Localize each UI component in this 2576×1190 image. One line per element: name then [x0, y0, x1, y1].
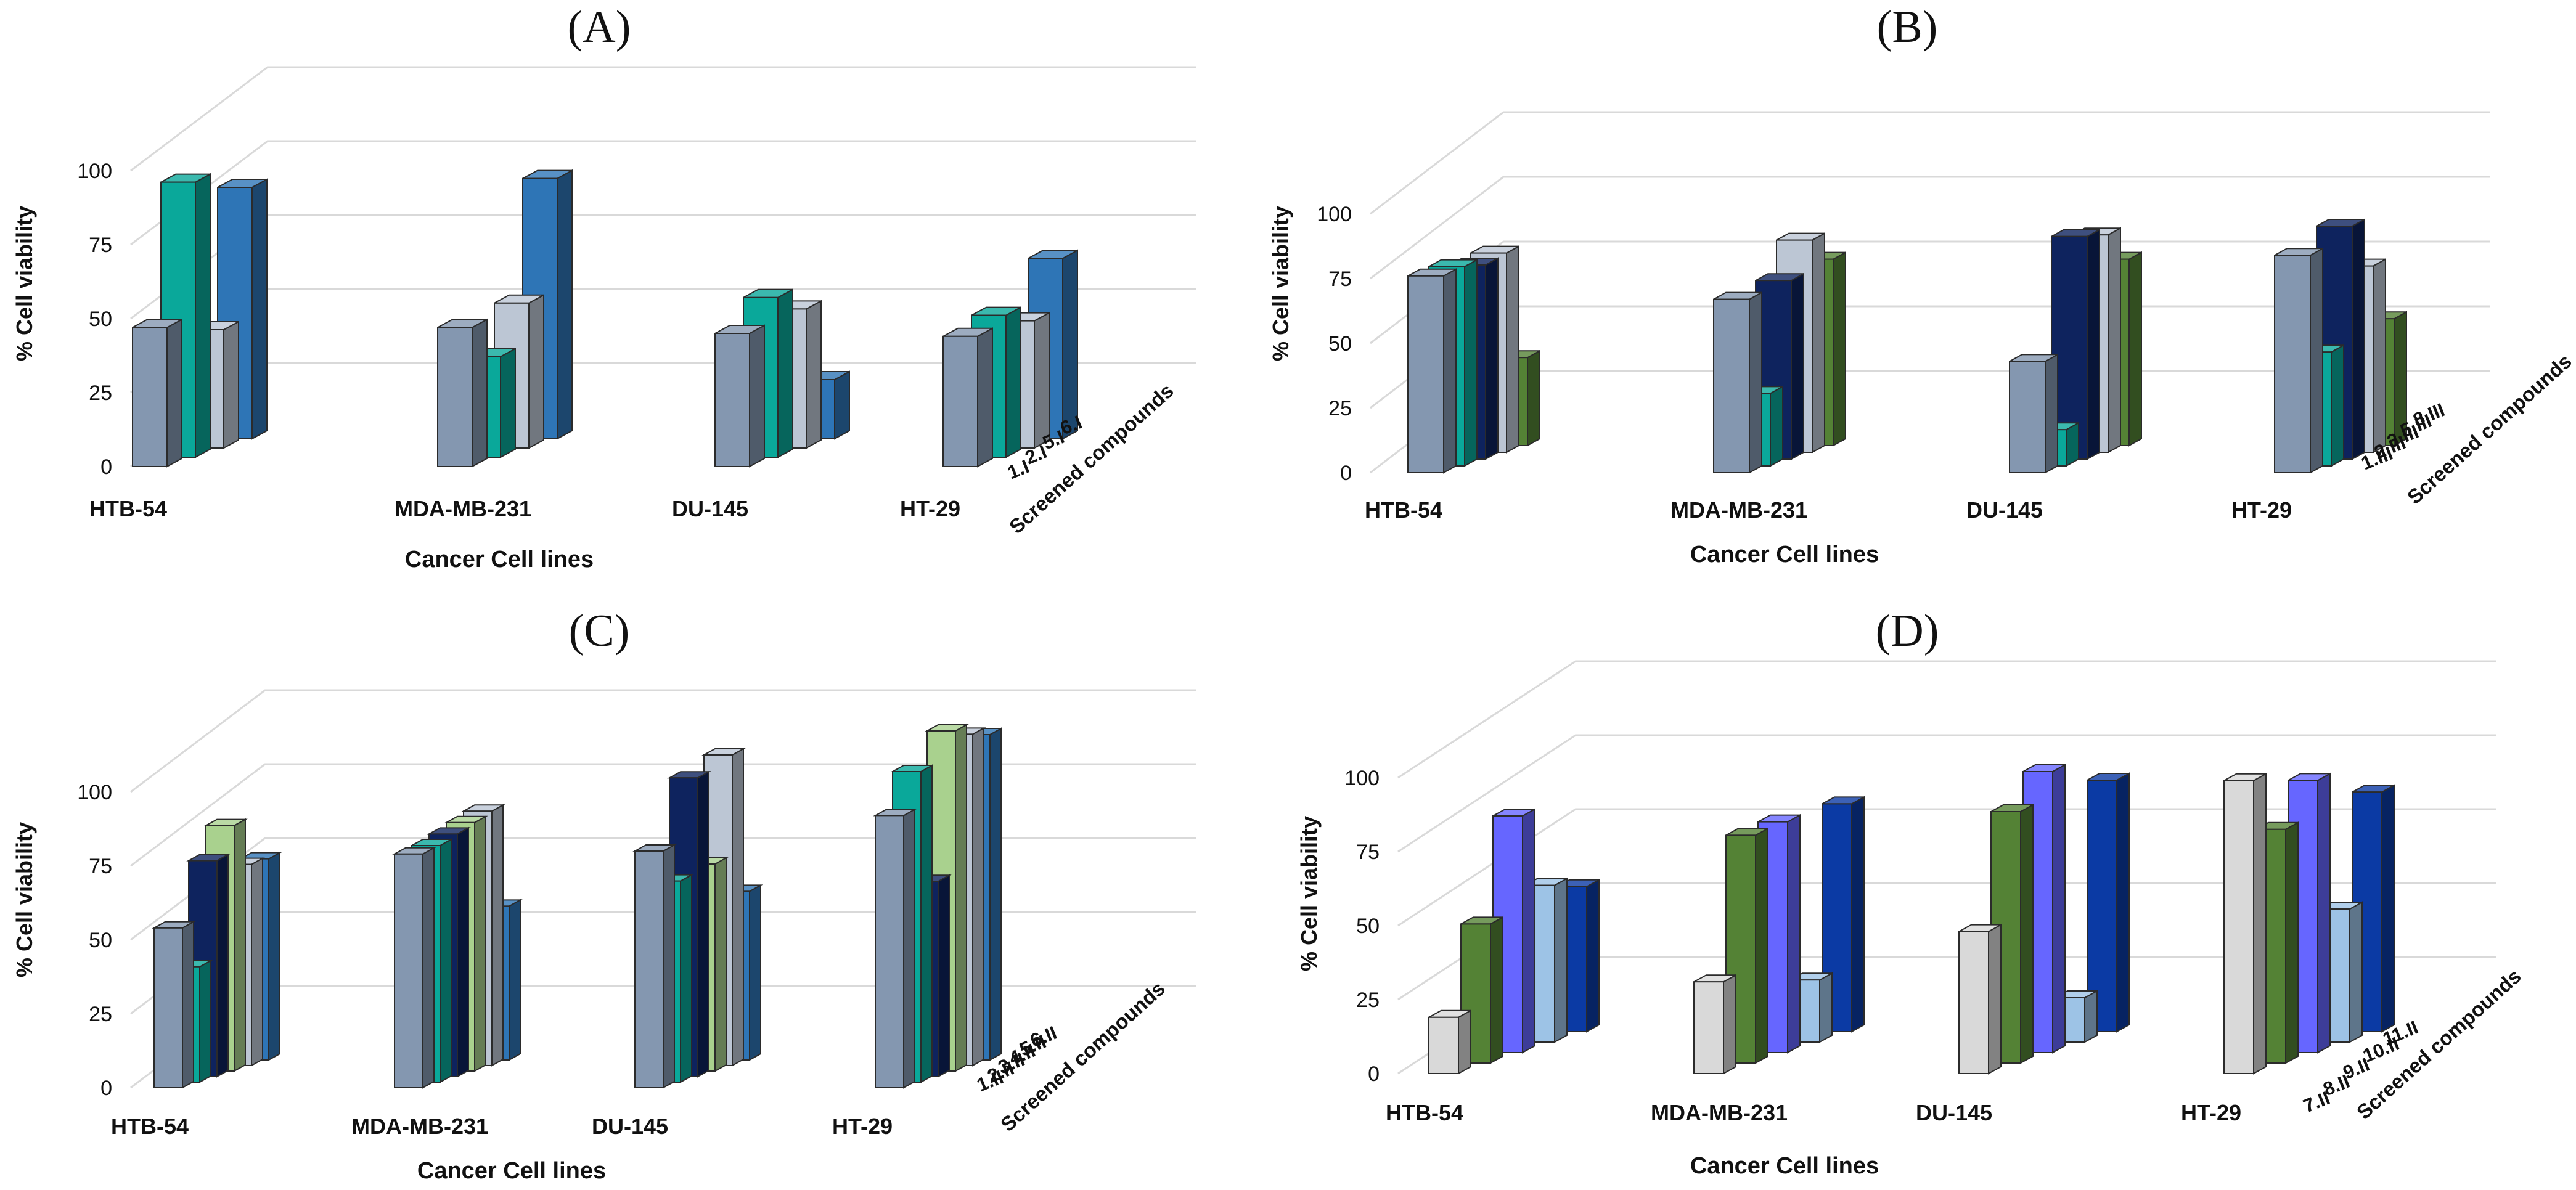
bars — [132, 169, 1078, 468]
y-axis-title: % Cell viability — [1268, 206, 1293, 361]
bar-1.III-DU-145 — [2009, 353, 2058, 474]
bar-1.II-MDA-MB-231 — [392, 847, 436, 1089]
y-tick-label: 100 — [1317, 203, 1352, 226]
category-labels: HTB-54 MDA-MB-231 DU-145 HT-29 — [1365, 497, 2292, 523]
category-label: MDA-MB-231 — [395, 496, 531, 521]
bars — [152, 723, 1004, 1089]
y-axis-ticks: 0 25 50 75 100 — [77, 781, 112, 1100]
y-tick-label: 75 — [1328, 267, 1352, 291]
category-label: HT-29 — [900, 496, 960, 521]
y-tick-label: 25 — [1356, 988, 1380, 1012]
category-label: HT-29 — [832, 1114, 893, 1139]
panel-title: (C) — [569, 606, 630, 656]
category-label: HT-29 — [2181, 1100, 2241, 1125]
gridline — [130, 140, 1196, 246]
gridline — [130, 689, 1196, 793]
y-axis-title: % Cell viability — [1296, 816, 1322, 971]
category-label: HT-29 — [2231, 497, 2292, 523]
y-axis-title: % Cell viability — [12, 822, 37, 977]
category-label: DU-145 — [672, 496, 748, 521]
y-tick-label: 50 — [89, 308, 112, 331]
category-label: HTB-54 — [89, 496, 167, 521]
y-tick-label: 0 — [100, 1077, 112, 1100]
gridline — [1397, 808, 2496, 927]
gridline — [1397, 660, 2496, 779]
y-tick-label: 50 — [1356, 915, 1380, 938]
gridline — [1370, 176, 2490, 280]
y-axis-title: % Cell viability — [12, 206, 37, 361]
bar-11.II-MDA-MB-231 — [1822, 796, 1865, 1033]
gridline — [1397, 734, 2496, 853]
y-tick-label: 75 — [89, 855, 112, 878]
category-label: MDA-MB-231 — [351, 1114, 488, 1139]
y-axis-ticks: 0 25 50 75 100 — [1317, 203, 1352, 485]
y-tick-label: 25 — [89, 1003, 112, 1026]
bar-7.II-MDA-MB-231 — [1693, 974, 1736, 1075]
y-axis-ticks: 0 25 50 75 100 — [1344, 767, 1380, 1086]
bar-1.II-HTB-54 — [152, 921, 196, 1089]
category-label: DU-145 — [1916, 1100, 1992, 1125]
bar-7.II-DU-145 — [1958, 923, 2002, 1075]
bar-1.I-HT-29 — [942, 327, 993, 468]
y-tick-label: 100 — [1344, 767, 1380, 790]
gridline — [130, 66, 1196, 172]
panel-d: (D) 0 25 50 75 100 HTB-54 MDA-MB-231 DU-145 HT-29… — [1296, 606, 2525, 1179]
gridline — [1370, 111, 2490, 215]
bars — [1428, 764, 2395, 1075]
y-tick-label: 25 — [1328, 397, 1352, 420]
bars — [1407, 218, 2407, 474]
y-tick-label: 100 — [77, 160, 112, 183]
bar-11.II-DU-145 — [2087, 772, 2130, 1033]
panel-b: (B) 0 25 50 75 100 HTB-54 MDA-MB-231 DU-145 HT-29… — [1268, 2, 2576, 568]
panel-title: (D) — [1876, 606, 1939, 656]
y-tick-label: 0 — [1340, 462, 1352, 485]
category-label: DU-145 — [592, 1114, 668, 1139]
bar-7.II-HT-29 — [2223, 773, 2267, 1075]
category-labels: HTB-54 MDA-MB-231 DU-145 HT-29 — [111, 1114, 893, 1139]
panel-title: (A) — [568, 2, 631, 52]
y-tick-label: 75 — [89, 234, 112, 257]
y-tick-label: 75 — [1356, 841, 1380, 864]
y-tick-label: 0 — [1368, 1062, 1380, 1086]
y-tick-label: 25 — [89, 381, 112, 405]
bar-1.I-HTB-54 — [132, 318, 182, 468]
bar-1.I-DU-145 — [714, 324, 765, 468]
series-label: 8.III — [2410, 399, 2448, 431]
y-tick-label: 0 — [100, 455, 112, 479]
category-labels: HTB-54 MDA-MB-231 DU-145 HT-29 — [89, 496, 960, 521]
bar-7.II-HTB-54 — [1428, 1009, 1471, 1075]
panel-a: (A) 0 25 50 75 100 HTB-54 MDA-MB-231 DU-145 HT-29… — [12, 2, 1196, 573]
bar-1.III-HTB-54 — [1407, 268, 1457, 474]
bar-1.III-MDA-MB-231 — [1713, 291, 1762, 474]
category-label: HTB-54 — [111, 1114, 189, 1139]
bar-8.II-HTB-54 — [1460, 916, 1503, 1064]
x-axis-title: Cancer Cell lines — [1690, 1153, 1879, 1179]
panel-c: (C) 0 25 50 75 100 HTB-54 MDA-MB-231 DU-145 HT-29… — [12, 606, 1196, 1184]
y-tick-label: 50 — [89, 929, 112, 952]
bar-1.II-DU-145 — [632, 844, 677, 1089]
bar-1.III-HT-29 — [2274, 247, 2323, 474]
y-tick-label: 100 — [77, 781, 112, 804]
category-labels: HTB-54 MDA-MB-231 DU-145 HT-29 — [1386, 1100, 2241, 1125]
y-tick-label: 50 — [1328, 332, 1352, 356]
bar-1.II-HT-29 — [873, 808, 917, 1089]
x-axis-title: Cancer Cell lines — [417, 1158, 606, 1184]
panel-title: (B) — [1877, 2, 1938, 52]
category-label: MDA-MB-231 — [1670, 497, 1807, 523]
category-label: DU-145 — [1966, 497, 2043, 523]
category-label: MDA-MB-231 — [1651, 1100, 1788, 1125]
bar-1.I-MDA-MB-231 — [437, 318, 488, 468]
gridline — [130, 763, 1196, 867]
category-label: HTB-54 — [1365, 497, 1442, 523]
x-axis-title: Cancer Cell lines — [405, 547, 594, 573]
y-axis-ticks: 0 25 50 75 100 — [77, 160, 112, 479]
category-label: HTB-54 — [1386, 1100, 1463, 1125]
x-axis-title: Cancer Cell lines — [1690, 542, 1879, 568]
